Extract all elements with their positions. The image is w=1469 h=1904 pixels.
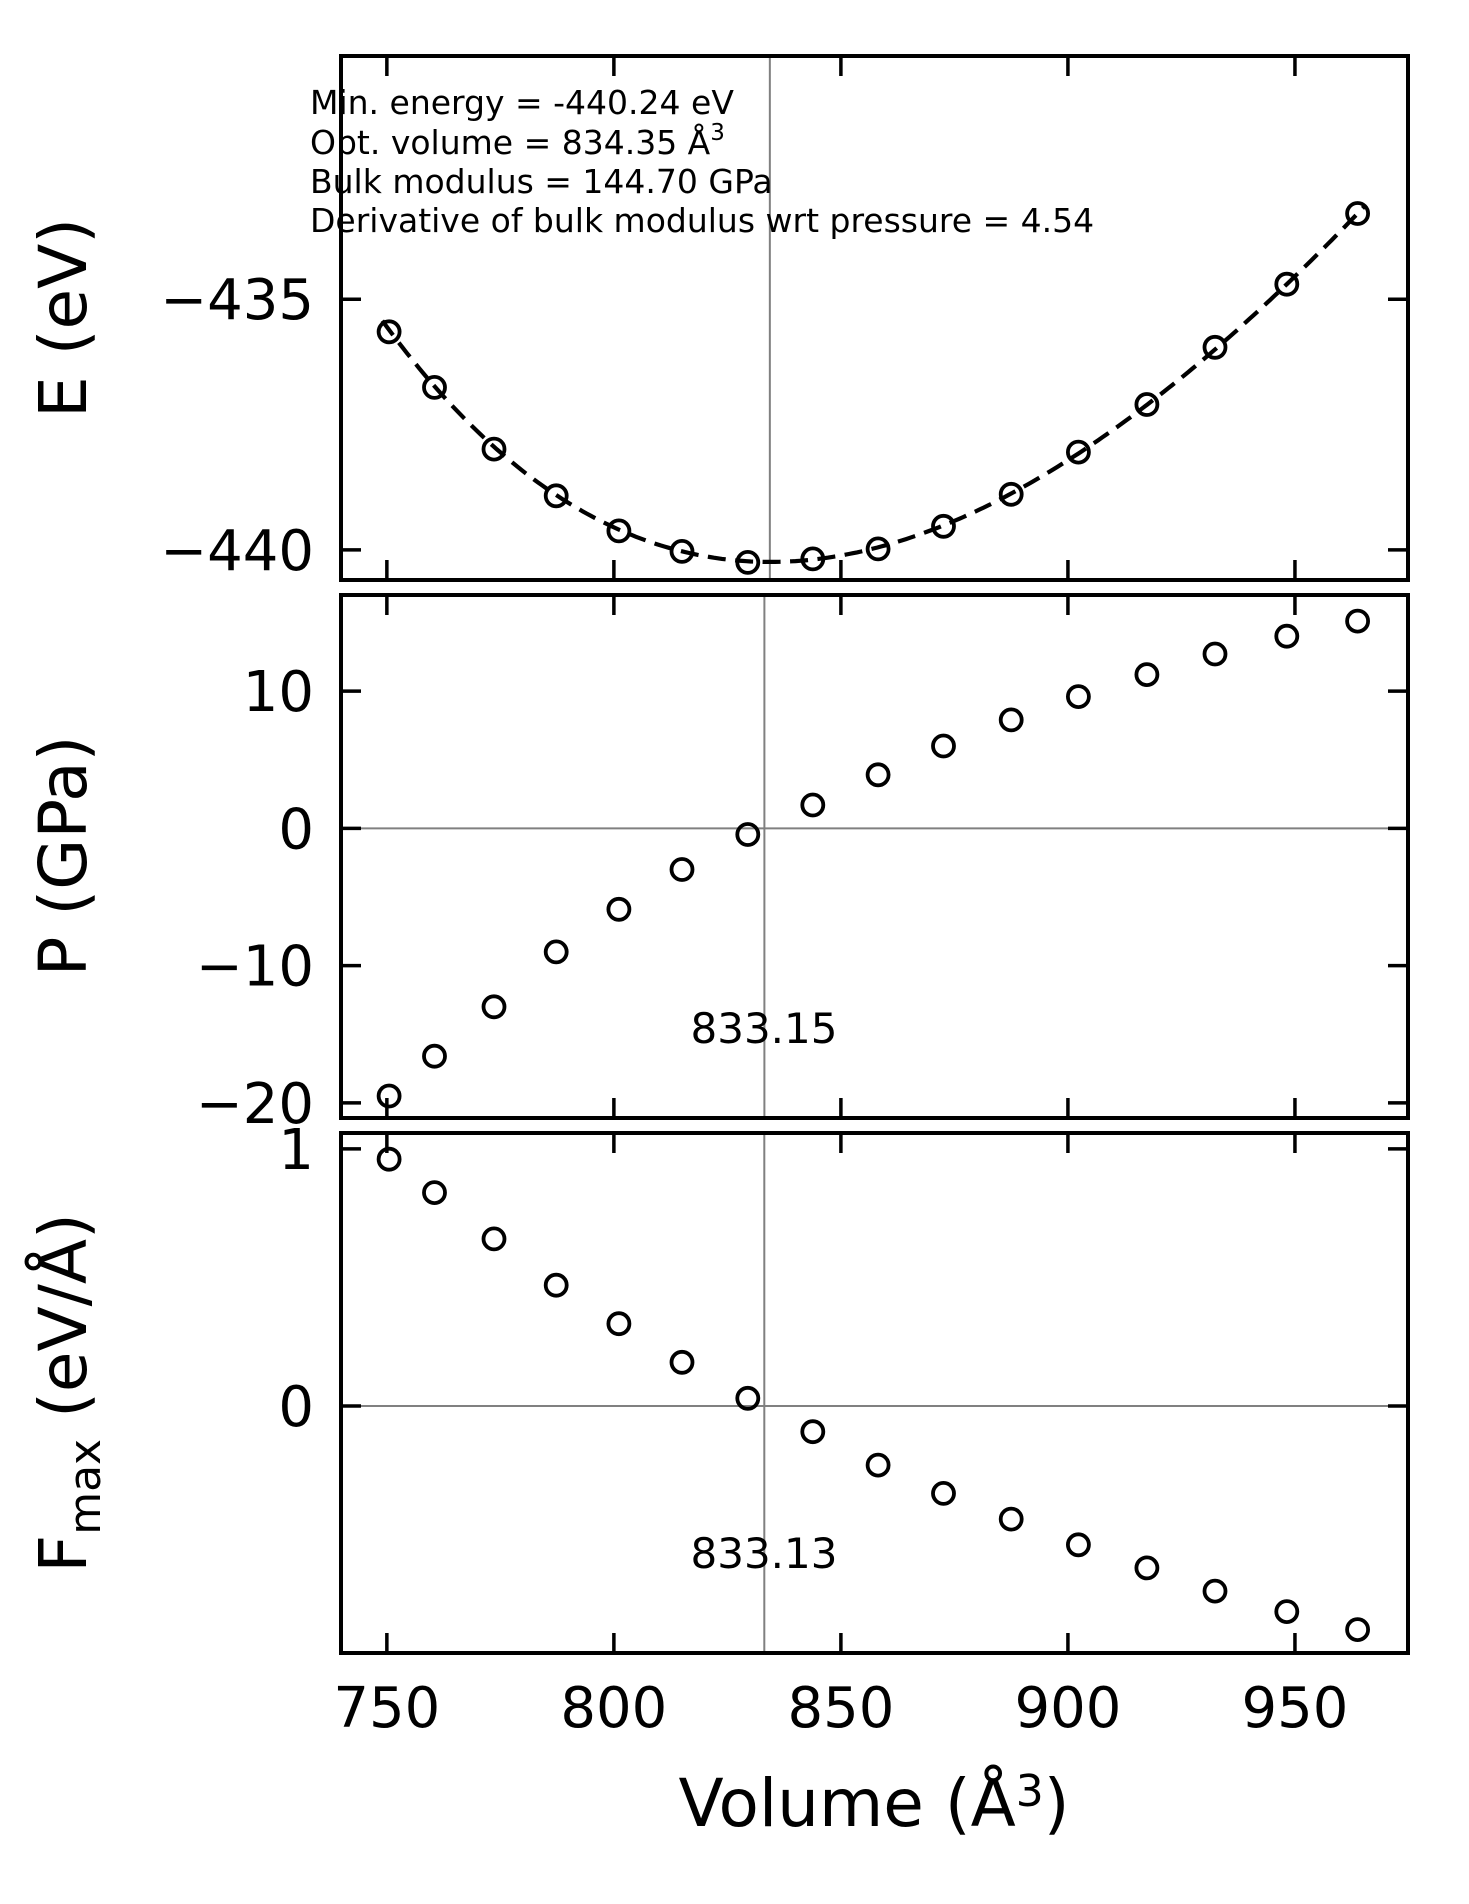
x-tick-label: 950 — [1241, 1676, 1348, 1741]
force-data-point — [1345, 1617, 1370, 1642]
force-data-point — [931, 1481, 956, 1506]
energy-data-point — [735, 550, 761, 575]
force-label-units: (eV/Å) — [25, 1213, 102, 1439]
force-data-point — [422, 1180, 447, 1205]
force-spines — [339, 1131, 1410, 1655]
pressure-data-point — [606, 896, 632, 922]
energy-data-point — [1202, 334, 1228, 360]
volume-label-close-paren: ) — [1044, 1765, 1070, 1842]
force-data-point — [998, 1506, 1024, 1532]
energy-data-point — [481, 436, 507, 462]
panel-pressure: 10 0 −10 −20 — [196, 593, 1410, 1137]
pressure-data-point — [1274, 623, 1300, 649]
pressure-data-point — [669, 857, 695, 882]
pressure-data-point — [543, 939, 569, 965]
pressure-data-point — [1202, 641, 1228, 667]
force-label-subscript: max — [60, 1439, 111, 1535]
annotation-opt-volume: Opt. volume = 834.35 Å3 — [310, 120, 725, 162]
force-data-point — [1134, 1555, 1160, 1581]
y-axis-label-force: Fmax (eV/Å) — [25, 1213, 111, 1572]
energy-y-tick-label: −435 — [160, 268, 314, 333]
x-tick-label: 750 — [333, 1676, 440, 1741]
pressure-data-point — [800, 792, 826, 818]
pressure-data-point — [735, 822, 761, 847]
fit-parameters-annotation: Min. energy = -440.24 eV Opt. volume = 8… — [310, 83, 1094, 240]
force-y-tick-label: 0 — [278, 1375, 314, 1440]
force-data-point — [1274, 1599, 1300, 1624]
y-axis-label-energy: E (eV) — [25, 218, 102, 418]
x-tick-label: 900 — [1014, 1676, 1121, 1741]
x-tick-label: 850 — [787, 1676, 894, 1741]
energy-data-point — [422, 374, 447, 400]
energy-data-point — [1274, 271, 1300, 297]
pressure-y-tick-label: 10 — [243, 660, 314, 725]
eos-fit-curve — [380, 204, 1366, 564]
pressure-data-point — [481, 994, 507, 1020]
energy-y-tick-label: −440 — [160, 519, 314, 584]
force-data-point — [1202, 1578, 1228, 1604]
energy-data-point — [606, 518, 632, 544]
pressure-data-point — [865, 762, 891, 788]
force-data-point — [800, 1419, 826, 1445]
energy-data-point — [543, 483, 569, 509]
force-vline-value-label: 833.13 — [691, 1529, 838, 1578]
panel-energy: −435 −440 — [160, 54, 1410, 584]
y-axis-label-pressure: P (GPa) — [25, 736, 102, 977]
energy-data-point — [669, 539, 695, 564]
pressure-data-point — [1345, 608, 1370, 634]
pressure-data-point — [376, 1083, 402, 1109]
pressure-data-point — [998, 707, 1024, 733]
energy-data-point — [1066, 439, 1091, 465]
x-tick-label: 800 — [560, 1676, 667, 1741]
annotation-opt-volume-superscript: 3 — [710, 120, 725, 146]
energy-data-point — [998, 481, 1024, 507]
pressure-data-point — [1066, 684, 1091, 709]
energy-data-point — [1134, 392, 1160, 417]
force-data-point — [376, 1146, 402, 1172]
pressure-data-point — [1134, 662, 1160, 687]
force-data-point — [543, 1272, 569, 1298]
volume-label-superscript: 3 — [1016, 1766, 1044, 1817]
energy-data-point — [865, 536, 891, 562]
energy-data-point — [931, 513, 956, 539]
pressure-vline-value-label: 833.15 — [691, 1004, 838, 1053]
energy-data-point — [800, 546, 826, 572]
pressure-data-point — [931, 733, 956, 759]
energy-data-point — [1345, 201, 1370, 226]
force-data-point — [481, 1226, 507, 1252]
annotation-opt-volume-text: Opt. volume = 834.35 Å — [310, 122, 711, 162]
annotation-min-energy: Min. energy = -440.24 eV — [310, 83, 734, 122]
force-label-symbol: F — [25, 1535, 102, 1573]
force-data-point — [669, 1349, 695, 1375]
pressure-y-tick-label: 0 — [278, 797, 314, 862]
force-data-point — [1066, 1532, 1091, 1558]
annotation-bulk-modulus: Bulk modulus = 144.70 GPa — [310, 162, 773, 201]
x-axis-label-volume: Volume (Å3) — [678, 1765, 1069, 1842]
annotation-bulk-modulus-derivative: Derivative of bulk modulus wrt pressure … — [310, 201, 1094, 240]
energy-data-point — [376, 319, 402, 345]
pressure-y-tick-label: −10 — [196, 935, 314, 1000]
force-data-point — [735, 1385, 761, 1411]
force-data-point — [606, 1311, 632, 1337]
force-y-tick-label: 1 — [278, 1118, 314, 1183]
pressure-y-tick-label: −20 — [196, 1072, 314, 1137]
energy-spines — [339, 54, 1410, 582]
force-data-point — [865, 1452, 891, 1478]
pressure-data-point — [422, 1043, 447, 1069]
panel-force: 1 0 750 800 850 900 950 — [278, 1118, 1410, 1741]
pressure-spines — [339, 593, 1410, 1120]
volume-label-text: Volume (Å — [678, 1765, 1015, 1842]
